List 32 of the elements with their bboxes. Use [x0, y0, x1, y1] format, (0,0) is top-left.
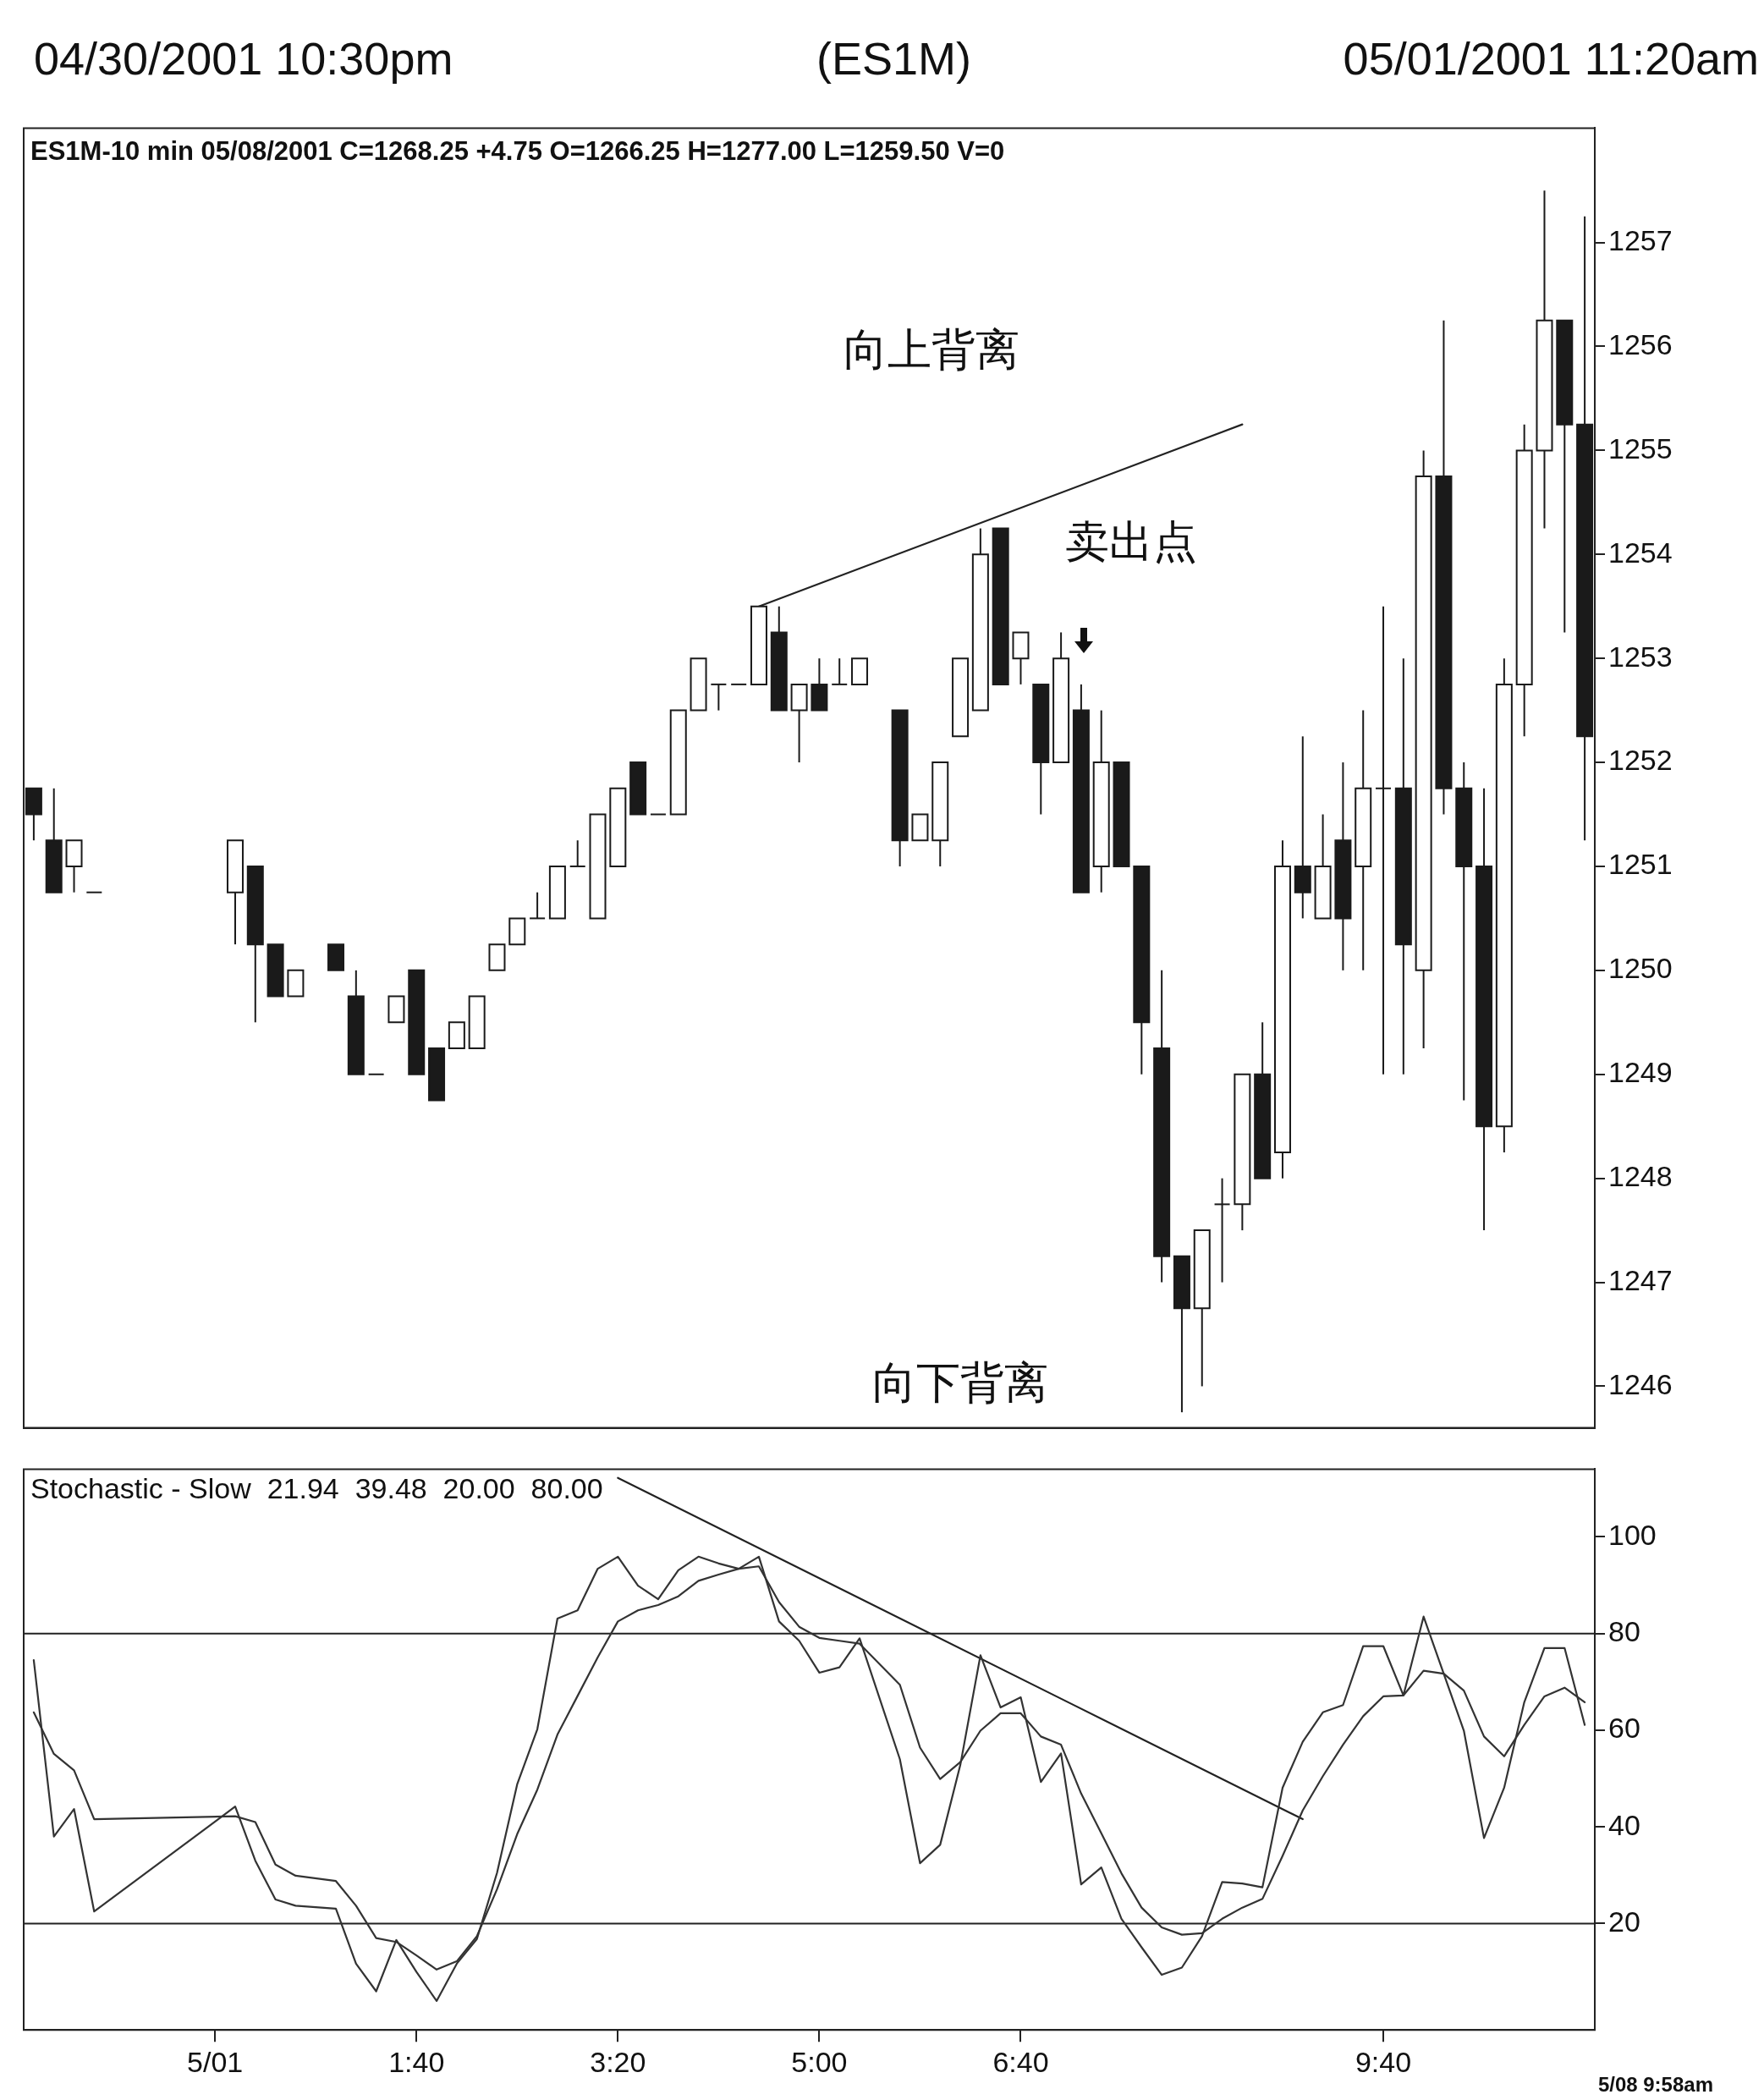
y-tick-label: 1247 [1608, 1263, 1673, 1296]
x-tick-label: 1:40 [388, 2045, 445, 2078]
chart-subtitle: ES1M-10 min 05/08/2001 C=1268.25 +4.75 O=1266.25 H=1277.00 L=1259.50 V=0 [30, 136, 1005, 166]
chart-title: Stochastic - Slow 21.94 39.48 20.00 80.00 [30, 1471, 603, 1504]
y-tick-label: 1255 [1608, 432, 1673, 465]
chart-title: (ES1M) [816, 33, 972, 84]
text: 05/01/2001 11:20am [1343, 33, 1759, 84]
y-tick-label: 1248 [1608, 1160, 1673, 1193]
y-tick-label: 1253 [1608, 640, 1673, 673]
y-tick-label: 1251 [1608, 848, 1673, 881]
y-tick-label: 60 [1608, 1712, 1640, 1745]
y-tick-label: 1246 [1608, 1367, 1673, 1400]
y-tick-label: 20 [1608, 1905, 1640, 1938]
y-tick-label: 100 [1608, 1518, 1657, 1551]
annotation: 向上背离 [844, 323, 1020, 375]
annotation: 卖出点 [1065, 516, 1198, 568]
text: 5/08 9:58am [1597, 2073, 1713, 2096]
y-tick-label: 80 [1608, 1615, 1640, 1648]
x-tick-label: 5/01 [187, 2045, 244, 2078]
text: 04/30/2001 10:30pm [34, 33, 453, 84]
x-tick-label: 9:40 [1355, 2045, 1412, 2078]
x-tick-label: 5:00 [791, 2045, 848, 2078]
y-tick-label: 1256 [1608, 327, 1673, 360]
y-tick-label: 1250 [1608, 952, 1673, 985]
x-tick-label: 6:40 [992, 2045, 1049, 2078]
y-tick-label: 1252 [1608, 744, 1673, 777]
y-tick-label: 40 [1608, 1808, 1640, 1841]
annotation: 向下背离 [871, 1356, 1048, 1408]
x-tick-label: 3:20 [590, 2045, 646, 2078]
y-tick-label: 1249 [1608, 1056, 1673, 1089]
y-tick-label: 1257 [1608, 223, 1673, 256]
y-tick-label: 1254 [1608, 536, 1673, 569]
